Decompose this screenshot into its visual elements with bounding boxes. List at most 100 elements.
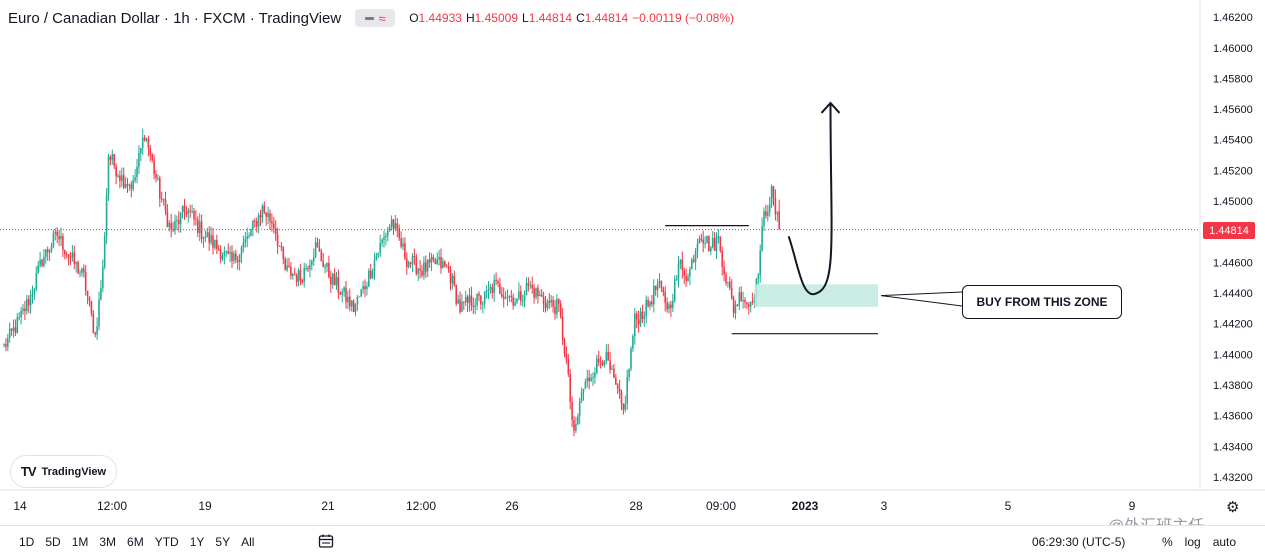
- candle-body: [476, 293, 478, 306]
- range-1m[interactable]: 1M: [71, 535, 89, 549]
- candle-body: [407, 262, 410, 268]
- candle-body: [768, 203, 771, 213]
- candle-body: [455, 285, 457, 304]
- range-1d[interactable]: 1D: [19, 535, 35, 549]
- candle-body: [406, 258, 408, 268]
- candle-body: [415, 256, 418, 274]
- candle-body: [235, 253, 237, 260]
- candle-body: [725, 274, 727, 283]
- calendar-range-icon[interactable]: [318, 533, 334, 549]
- chart-drawings[interactable]: [0, 101, 1200, 335]
- candle-body: [151, 154, 153, 160]
- candle-body: [586, 377, 589, 382]
- candle-body: [250, 229, 252, 236]
- candle-body: [474, 305, 476, 308]
- candle-body: [444, 261, 446, 266]
- range-5y[interactable]: 5Y: [215, 535, 231, 549]
- candle-body: [197, 219, 199, 233]
- last-price-label: 1.44814: [1203, 222, 1255, 239]
- candle-body: [183, 206, 186, 212]
- candle-body: [45, 249, 47, 257]
- range-3m[interactable]: 3M: [99, 535, 117, 549]
- auto-scale-toggle[interactable]: auto: [1212, 535, 1237, 549]
- candle-body: [5, 344, 7, 347]
- candle-body: [381, 239, 383, 243]
- candle-body: [314, 242, 317, 258]
- candle-body: [599, 362, 602, 364]
- candle-body: [744, 299, 746, 303]
- candle-body: [632, 336, 634, 349]
- candle-body: [694, 250, 697, 262]
- candle-body: [206, 232, 209, 237]
- candle-body: [293, 274, 296, 276]
- price-tick-label: 1.43400: [1213, 441, 1253, 453]
- candle-body: [497, 281, 499, 284]
- candle-body: [331, 273, 334, 285]
- candle-body: [525, 283, 528, 295]
- candle-body: [618, 388, 621, 393]
- candle-body: [620, 392, 623, 404]
- candle-body: [702, 239, 704, 244]
- price-axis[interactable]: 1.46200 1.46000 1.45800 1.45600 1.45400 1.452…: [1213, 12, 1253, 484]
- candle-body: [584, 381, 587, 389]
- candle-body: [221, 255, 224, 260]
- candle-body: [445, 265, 448, 267]
- candle-body: [563, 339, 566, 354]
- candle-body: [461, 301, 463, 312]
- candle-body: [577, 416, 579, 425]
- tradingview-logo[interactable]: TV TradingView: [10, 455, 117, 488]
- candle-body: [742, 299, 744, 302]
- candle-body: [472, 305, 475, 308]
- price-tick-label: 1.45000: [1213, 196, 1253, 208]
- candle-body: [487, 289, 490, 291]
- candle-body: [244, 239, 247, 243]
- candle-body: [54, 231, 57, 234]
- range-6m[interactable]: 6M: [127, 535, 144, 549]
- time-tick-label: 5: [1005, 499, 1012, 513]
- percent-scale-toggle[interactable]: %: [1162, 535, 1173, 549]
- candle-body: [748, 304, 750, 307]
- candle-body: [483, 292, 486, 304]
- candle-body: [730, 287, 733, 299]
- candle-body: [440, 256, 442, 269]
- candle-body: [311, 261, 313, 265]
- legend-badge[interactable]: ≈: [355, 9, 396, 27]
- candle-body: [776, 213, 779, 215]
- candle-body: [280, 246, 283, 248]
- candle-body: [265, 212, 267, 217]
- candle-body: [172, 229, 174, 231]
- range-all[interactable]: All: [241, 535, 255, 549]
- candle-body: [69, 256, 72, 258]
- candle-body: [364, 286, 366, 290]
- candle-body: [637, 319, 640, 325]
- candle-body: [37, 265, 39, 273]
- candle-body: [765, 211, 767, 216]
- log-scale-toggle[interactable]: log: [1184, 535, 1201, 549]
- price-tick-label: 1.45400: [1213, 135, 1253, 147]
- candle-body: [594, 372, 596, 378]
- candle-body: [611, 368, 613, 370]
- candle-body: [117, 175, 119, 177]
- timezone-clock[interactable]: 06:29:30 (UTC-5): [1032, 535, 1126, 549]
- price-chart[interactable]: 1.46200 1.46000 1.45800 1.45600 1.45400 1.452…: [0, 0, 1265, 525]
- candle-body: [337, 277, 340, 293]
- candle-body: [653, 285, 655, 305]
- symbol-title[interactable]: Euro / Canadian Dollar · 1h · FXCM · Tra…: [8, 9, 342, 27]
- range-5d[interactable]: 5D: [45, 535, 61, 549]
- candle-body: [463, 301, 465, 303]
- price-tick-label: 1.44400: [1213, 288, 1253, 300]
- candle-body: [708, 236, 710, 252]
- candle-body: [335, 277, 338, 286]
- range-ytd[interactable]: YTD: [154, 535, 179, 549]
- candle-body: [297, 270, 300, 282]
- candle-body: [746, 302, 748, 305]
- candle-body: [130, 184, 133, 190]
- range-1y[interactable]: 1Y: [189, 535, 205, 549]
- gear-icon[interactable]: ⚙: [1226, 499, 1240, 516]
- time-axis[interactable]: 14 12:00 19 21 12:00 26 28 09:00 2023 3 5 9: [13, 499, 1135, 513]
- close-value: 1.44814: [584, 11, 629, 25]
- candle-body: [601, 362, 604, 366]
- buy-zone-callout[interactable]: BUY FROM THIS ZONE: [962, 285, 1122, 319]
- candle-body: [22, 308, 24, 312]
- candle-body: [278, 245, 281, 247]
